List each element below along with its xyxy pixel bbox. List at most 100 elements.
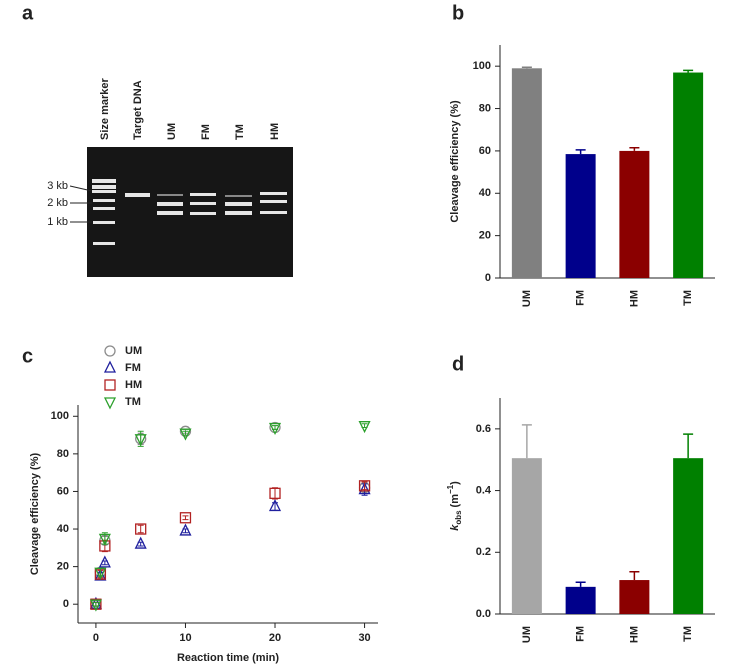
y-tick-label: 0.4: [476, 484, 492, 496]
marker: [94, 567, 107, 580]
y-tick-label: 60: [479, 145, 491, 157]
y-tick-label: 0: [63, 598, 69, 610]
marker: [89, 599, 102, 612]
marker: [104, 379, 116, 391]
y-tick-label: 100: [473, 60, 491, 72]
x-tick-label: TM: [682, 290, 694, 306]
legend-label: FM: [125, 362, 141, 374]
y-tick-label: 80: [479, 102, 491, 114]
y-tick-label: 20: [57, 561, 69, 573]
x-tick-label: 30: [358, 632, 370, 644]
y-tick-label: 100: [51, 410, 69, 422]
panel-label: b: [452, 2, 464, 24]
size-label: 1 kb: [47, 216, 68, 228]
legend-label: HM: [125, 379, 142, 391]
lane-label: HM: [269, 123, 281, 140]
lane-label: UM: [166, 123, 178, 140]
marker: [134, 536, 147, 549]
error-bar: [683, 433, 694, 459]
marker: [268, 499, 282, 512]
marker: [104, 345, 116, 357]
marker: [103, 360, 117, 373]
bar: [565, 586, 596, 614]
x-tick-label: 10: [179, 632, 191, 644]
y-axis-label-part: obs: [454, 510, 463, 525]
size-label: 2 kb: [47, 197, 68, 209]
marker: [94, 568, 107, 581]
marker: [179, 425, 192, 437]
y-axis-label-part: (m: [449, 494, 461, 508]
y-axis-label: Cleavage efficiency (%): [449, 100, 461, 223]
error-bar: [521, 424, 532, 459]
marker: [98, 533, 111, 546]
marker: [358, 421, 371, 434]
lane-label: Size marker: [99, 78, 111, 140]
x-tick-label: 20: [269, 632, 281, 644]
y-tick-label: 20: [479, 230, 491, 242]
y-tick-label: 0: [485, 272, 491, 284]
y-tick-label: 0.6: [476, 423, 491, 435]
marker: [268, 422, 282, 436]
marker: [98, 555, 111, 568]
x-tick-label: TM: [682, 626, 694, 642]
panel-label: a: [22, 2, 34, 24]
error-bar: [137, 524, 144, 534]
y-tick-label: 0.2: [476, 546, 491, 558]
y-tick-label: 40: [479, 187, 491, 199]
error-bar: [629, 570, 640, 581]
gel: [69, 147, 293, 277]
x-tick-label: UM: [521, 626, 533, 643]
size-label: 3 kb: [47, 180, 68, 192]
lane-label: FM: [200, 124, 212, 140]
y-tick-label: 0.0: [476, 608, 491, 620]
bar: [619, 580, 650, 614]
error-bar: [683, 69, 694, 73]
marker: [179, 512, 192, 524]
y-axis-label-part: −1: [446, 484, 455, 494]
bar: [619, 150, 650, 278]
marker: [179, 428, 192, 441]
error-bar: [521, 66, 532, 69]
x-tick-label: 0: [93, 632, 99, 644]
y-axis-label-part: ): [449, 481, 461, 485]
error-bar: [272, 487, 279, 500]
marker: [358, 482, 371, 495]
legend-label: TM: [125, 396, 141, 408]
y-axis-label: kobs (m−1): [446, 481, 463, 531]
x-tick-label: FM: [575, 626, 587, 642]
x-tick-label: HM: [628, 290, 640, 307]
x-tick-label: HM: [628, 626, 640, 643]
error-bar: [575, 149, 586, 155]
bar: [565, 154, 596, 278]
bar: [673, 458, 704, 614]
bar: [673, 72, 704, 278]
panel-label: d: [452, 353, 464, 375]
panel-label: c: [22, 345, 33, 367]
y-axis-label: Cleavage efficiency (%): [29, 453, 41, 576]
y-tick-label: 60: [57, 485, 69, 497]
x-tick-label: UM: [521, 290, 533, 307]
marker: [135, 523, 147, 535]
error-bar: [629, 146, 640, 151]
marker: [358, 480, 371, 492]
marker: [89, 596, 102, 609]
error-bar: [182, 515, 189, 521]
marker: [103, 397, 117, 410]
marker: [134, 434, 147, 447]
x-axis-label: Reaction time (min): [177, 652, 279, 664]
marker: [269, 487, 281, 499]
error-bar: [361, 481, 368, 491]
legend-label: UM: [125, 345, 142, 357]
lane-label: Target DNA: [132, 80, 144, 140]
y-axis-label-part: k: [449, 524, 461, 531]
y-tick-label: 40: [57, 523, 69, 535]
bar: [511, 68, 542, 278]
error-bar: [575, 581, 586, 587]
y-tick-label: 80: [57, 448, 69, 460]
marker: [179, 523, 192, 536]
x-tick-label: FM: [575, 290, 587, 306]
lane-label: TM: [234, 124, 246, 140]
bar: [511, 458, 542, 614]
